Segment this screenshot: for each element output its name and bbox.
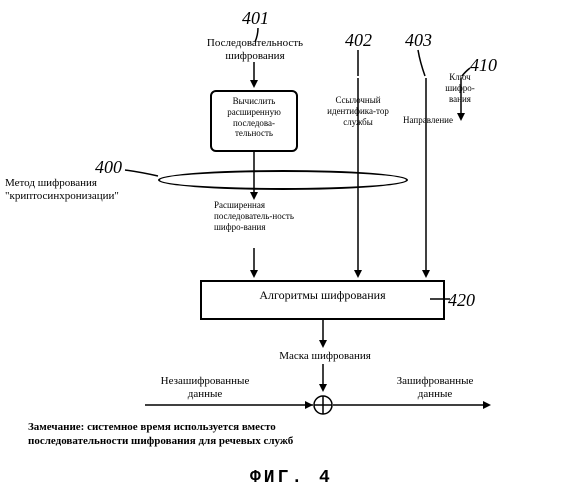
arrow-service-to-algo [352,78,364,280]
arrow-mask-to-xor [317,364,329,394]
label-method: Метод шифрования "криптосинхронизации" [5,177,155,203]
fig-label: ФИГ. 4 [250,468,333,488]
xor-icon [313,395,333,415]
algo-box: Алгоритмы шифрования [200,280,445,320]
arrow-box-to-ext [248,152,260,202]
arrow-ext-to-algo [248,248,260,280]
label-extended-seq: Расширенная последователь-ность шифро-ва… [214,200,304,232]
arrow-direction-to-algo [420,78,432,280]
ref-420-pointer [430,295,455,303]
compute-box: Вычислить расширенную последова-тельност… [210,90,298,152]
label-mask: Маска шифрования [270,350,380,363]
ellipse-method [158,170,408,190]
label-note: Замечание: системное время используется … [28,420,328,449]
arrow-seq-to-box [248,62,260,90]
arrow-key-short [455,78,467,123]
arrow-algo-to-mask [317,320,329,350]
